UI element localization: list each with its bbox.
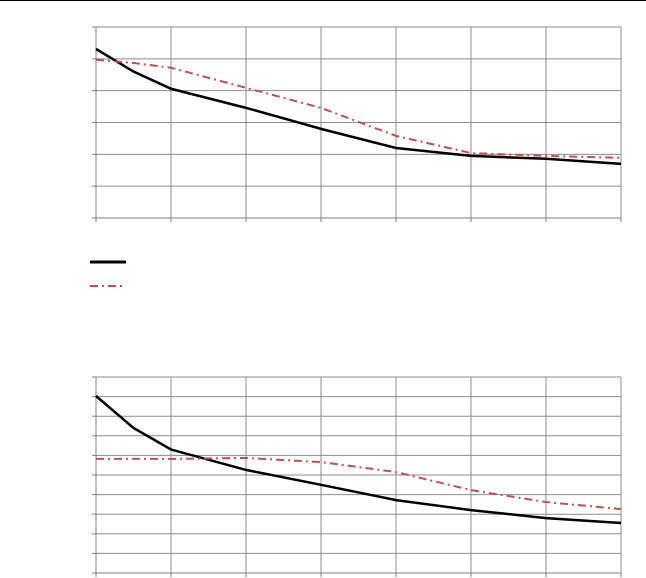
series-line: [95, 58, 622, 159]
series-line: [95, 47, 622, 166]
series-line: [95, 395, 622, 525]
series-line: [96, 456, 622, 511]
